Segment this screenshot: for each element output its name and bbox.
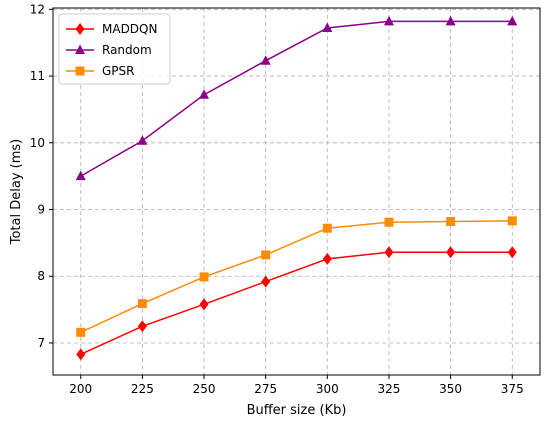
- random-point: [260, 55, 271, 65]
- series-random: [75, 15, 518, 181]
- y-tick-label: 10: [30, 136, 45, 150]
- legend: MADDQN Random GPSR: [58, 13, 171, 85]
- x-tick-label: 350: [439, 382, 462, 396]
- maddqn-point: [507, 246, 517, 259]
- y-tick-label: 11: [30, 69, 45, 83]
- x-tick-label: 225: [131, 382, 154, 396]
- gpsr-point: [76, 327, 86, 337]
- maddqn-point: [261, 275, 271, 288]
- legend-marker: [75, 66, 85, 76]
- maddqn-line: [80, 251, 513, 355]
- gpsr-point: [137, 299, 147, 309]
- gpsr-point: [261, 250, 271, 260]
- maddqn-point: [446, 246, 456, 259]
- gpsr-point: [199, 272, 209, 282]
- legend-item-maddqn: MADDQN: [66, 22, 157, 36]
- legend-marker: [75, 23, 85, 35]
- series-maddqn: [76, 246, 517, 361]
- random-point: [445, 15, 456, 26]
- random-point: [507, 15, 518, 26]
- series-layer: [75, 15, 518, 361]
- x-tick-label: 325: [378, 382, 401, 396]
- legend-item-random: Random: [66, 43, 152, 57]
- x-axis-label: Buffer size (Kb): [247, 403, 347, 418]
- x-tick-label: 275: [254, 382, 277, 396]
- legend-label: Random: [102, 43, 152, 57]
- gpsr-point: [446, 217, 456, 227]
- maddqn-point: [76, 348, 86, 361]
- gpsr-line: [80, 220, 513, 333]
- legend-item-gpsr: GPSR: [66, 64, 135, 78]
- random-point: [75, 170, 86, 181]
- maddqn-point: [322, 252, 332, 265]
- random-point: [199, 89, 210, 99]
- maddqn-point: [384, 246, 394, 259]
- random-line: [80, 20, 513, 177]
- random-point: [322, 22, 333, 33]
- x-tick-label: 375: [501, 382, 524, 396]
- x-tick-label: 250: [193, 382, 216, 396]
- plot-frame: [52, 7, 541, 376]
- y-tick-label: 12: [30, 2, 45, 16]
- grid-lines: [53, 8, 540, 375]
- y-tick-label: 7: [37, 336, 45, 350]
- y-tick-label: 9: [37, 203, 45, 217]
- gpsr-point: [322, 223, 332, 233]
- gpsr-point: [384, 217, 394, 227]
- random-point: [383, 15, 394, 26]
- random-point: [137, 135, 148, 145]
- legend-marker: [75, 44, 85, 54]
- legend-label: GPSR: [102, 64, 135, 78]
- legend-label: MADDQN: [102, 22, 157, 36]
- x-tick-label: 300: [316, 382, 339, 396]
- x-tick-label: 200: [69, 382, 92, 396]
- y-axis-label: Total Delay (ms): [9, 139, 24, 246]
- gpsr-point: [507, 216, 517, 226]
- maddqn-point: [199, 298, 209, 311]
- axis-ticks: 200 225 250 275 300 325 350 375 7 8 9 10 11 12: [30, 2, 524, 396]
- series-gpsr: [76, 216, 517, 337]
- y-tick-label: 8: [37, 269, 45, 283]
- legend-box: [58, 13, 171, 85]
- maddqn-point: [137, 320, 147, 333]
